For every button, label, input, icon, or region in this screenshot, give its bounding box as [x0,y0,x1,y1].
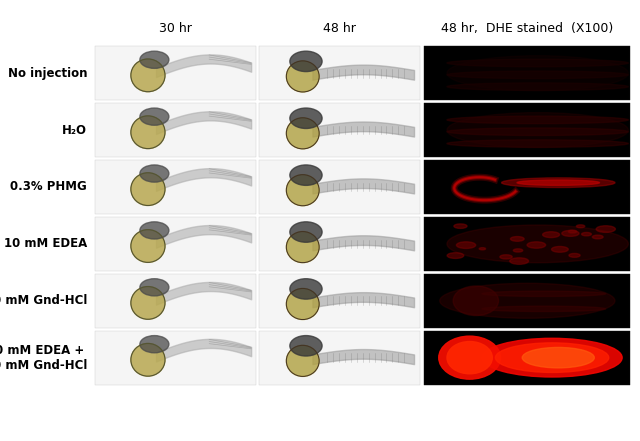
Text: 10 mM Gnd-HCl: 10 mM Gnd-HCl [0,294,87,307]
Ellipse shape [140,222,169,239]
Text: 10 mM EDEA: 10 mM EDEA [4,237,87,250]
Ellipse shape [131,59,165,92]
Ellipse shape [140,51,169,68]
Ellipse shape [454,224,467,228]
Ellipse shape [140,336,169,353]
Ellipse shape [286,175,319,206]
Ellipse shape [510,258,529,264]
Ellipse shape [286,288,319,320]
Text: 0.3% PHMG: 0.3% PHMG [10,180,87,194]
Ellipse shape [582,232,591,236]
Text: 30 hr: 30 hr [159,22,192,35]
FancyBboxPatch shape [259,103,420,157]
Ellipse shape [131,173,165,206]
FancyBboxPatch shape [424,46,630,100]
FancyBboxPatch shape [424,160,630,214]
Ellipse shape [140,165,169,182]
Ellipse shape [447,71,628,78]
Ellipse shape [447,225,628,263]
FancyBboxPatch shape [259,46,420,100]
Ellipse shape [290,165,322,185]
FancyBboxPatch shape [95,103,256,157]
Ellipse shape [453,286,499,316]
Ellipse shape [447,112,628,148]
Ellipse shape [447,140,628,147]
Ellipse shape [286,345,319,377]
Ellipse shape [440,283,615,318]
Text: 48 hr: 48 hr [323,22,356,35]
Ellipse shape [447,116,628,123]
Ellipse shape [447,83,628,90]
Ellipse shape [593,235,603,239]
FancyBboxPatch shape [95,217,256,271]
Ellipse shape [456,242,476,248]
Ellipse shape [286,61,319,92]
Ellipse shape [290,279,322,299]
FancyBboxPatch shape [424,274,630,328]
Ellipse shape [131,116,165,149]
Ellipse shape [290,222,322,242]
Ellipse shape [517,180,600,185]
Ellipse shape [482,338,622,377]
Ellipse shape [482,291,605,296]
Ellipse shape [290,108,322,128]
Ellipse shape [290,336,322,356]
FancyBboxPatch shape [259,274,420,328]
Ellipse shape [577,225,585,228]
Ellipse shape [511,236,524,241]
Ellipse shape [140,108,169,125]
FancyBboxPatch shape [95,46,256,100]
Ellipse shape [286,118,319,149]
Ellipse shape [500,255,512,259]
Ellipse shape [447,59,628,67]
FancyBboxPatch shape [95,331,256,385]
FancyBboxPatch shape [95,160,256,214]
Ellipse shape [569,254,580,257]
Ellipse shape [596,226,616,232]
FancyBboxPatch shape [259,217,420,271]
Ellipse shape [447,341,492,374]
Ellipse shape [290,51,322,71]
Ellipse shape [568,230,577,233]
Ellipse shape [552,247,568,252]
Ellipse shape [286,232,319,263]
Text: H₂O: H₂O [62,123,87,137]
Ellipse shape [131,230,165,262]
FancyBboxPatch shape [259,331,420,385]
Ellipse shape [447,128,628,135]
Ellipse shape [495,343,609,373]
FancyBboxPatch shape [424,103,630,157]
Ellipse shape [479,248,486,250]
Ellipse shape [131,287,165,319]
Ellipse shape [522,348,595,368]
Ellipse shape [131,344,165,376]
Ellipse shape [513,249,523,252]
Ellipse shape [140,279,169,296]
Ellipse shape [439,336,500,379]
FancyBboxPatch shape [95,274,256,328]
Ellipse shape [482,306,605,311]
FancyBboxPatch shape [424,217,630,271]
Ellipse shape [543,232,559,238]
Ellipse shape [527,242,546,248]
Text: No injection: No injection [8,67,87,80]
Text: 10 mM EDEA +
10 mM Gnd-HCl: 10 mM EDEA + 10 mM Gnd-HCl [0,344,87,372]
Ellipse shape [562,231,579,236]
FancyBboxPatch shape [424,331,630,385]
Text: 48 hr,  DHE stained  (X100): 48 hr, DHE stained (X100) [441,22,614,35]
Ellipse shape [447,56,628,91]
Ellipse shape [502,178,615,187]
Ellipse shape [447,253,464,258]
FancyBboxPatch shape [259,160,420,214]
